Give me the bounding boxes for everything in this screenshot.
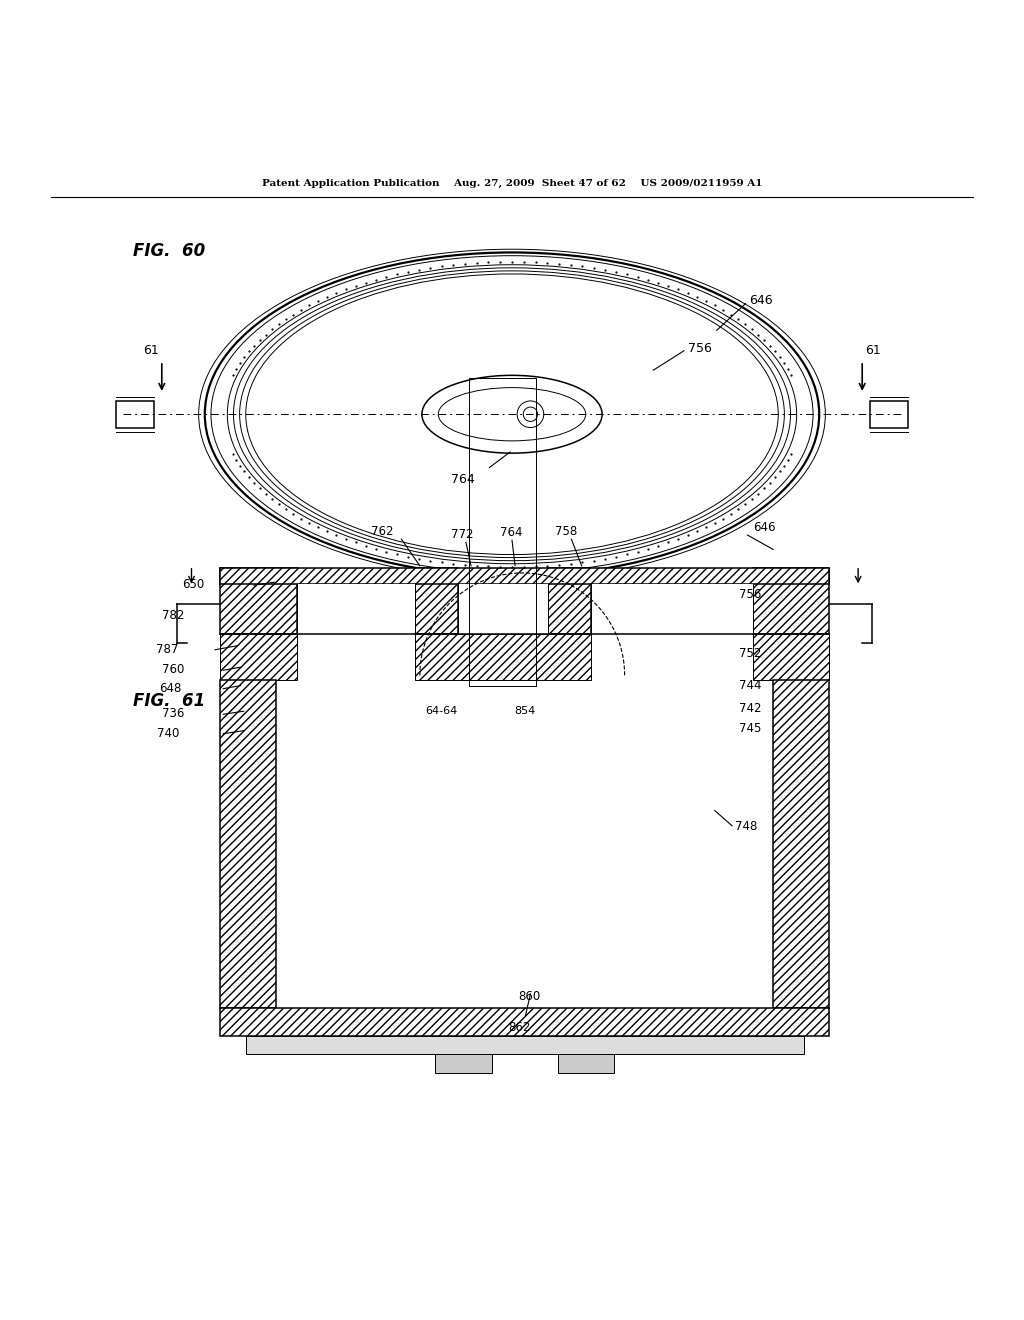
- Text: 742: 742: [739, 702, 762, 715]
- Text: 862: 862: [508, 1020, 530, 1034]
- Bar: [469, 379, 536, 685]
- Bar: [435, 1055, 492, 1073]
- Text: 646: 646: [753, 521, 775, 535]
- Text: FIG.  60: FIG. 60: [133, 242, 206, 260]
- Bar: [773, 681, 829, 1008]
- Text: 752: 752: [739, 647, 762, 660]
- Bar: [415, 635, 591, 681]
- Bar: [246, 1036, 804, 1055]
- Text: 756: 756: [688, 342, 712, 355]
- Text: 854: 854: [514, 706, 536, 717]
- Text: 748: 748: [735, 820, 758, 833]
- Text: 745: 745: [739, 722, 762, 735]
- Bar: [220, 1008, 829, 1036]
- Text: 762: 762: [371, 525, 393, 539]
- Bar: [220, 568, 297, 635]
- Text: 764: 764: [500, 527, 522, 539]
- Text: 650: 650: [182, 578, 205, 591]
- Text: 736: 736: [162, 708, 184, 721]
- Bar: [116, 401, 154, 428]
- Text: 64-64: 64-64: [425, 706, 457, 717]
- Text: 61: 61: [865, 345, 882, 356]
- Bar: [458, 585, 548, 635]
- Text: 860: 860: [518, 990, 541, 1003]
- Text: FIG.  61: FIG. 61: [133, 692, 206, 710]
- Bar: [753, 635, 829, 681]
- Text: 782: 782: [162, 609, 184, 622]
- Bar: [548, 568, 591, 635]
- Bar: [220, 635, 297, 681]
- Text: Patent Application Publication    Aug. 27, 2009  Sheet 47 of 62    US 2009/02119: Patent Application Publication Aug. 27, …: [262, 180, 762, 189]
- Bar: [753, 568, 829, 635]
- Bar: [870, 401, 908, 428]
- Bar: [591, 585, 753, 635]
- Text: 787: 787: [156, 643, 178, 656]
- Bar: [220, 568, 829, 585]
- Text: 648: 648: [159, 681, 181, 694]
- Text: 756: 756: [739, 587, 762, 601]
- Text: 772: 772: [451, 528, 473, 541]
- Text: 758: 758: [555, 525, 578, 539]
- Bar: [558, 1055, 614, 1073]
- Text: 646: 646: [750, 294, 773, 308]
- Text: 760: 760: [162, 664, 184, 676]
- Bar: [220, 681, 276, 1008]
- Text: 740: 740: [157, 727, 179, 739]
- Text: 764: 764: [451, 473, 475, 486]
- Text: 61: 61: [142, 345, 159, 356]
- Text: 744: 744: [739, 678, 762, 692]
- Bar: [415, 568, 458, 635]
- Bar: [297, 585, 415, 635]
